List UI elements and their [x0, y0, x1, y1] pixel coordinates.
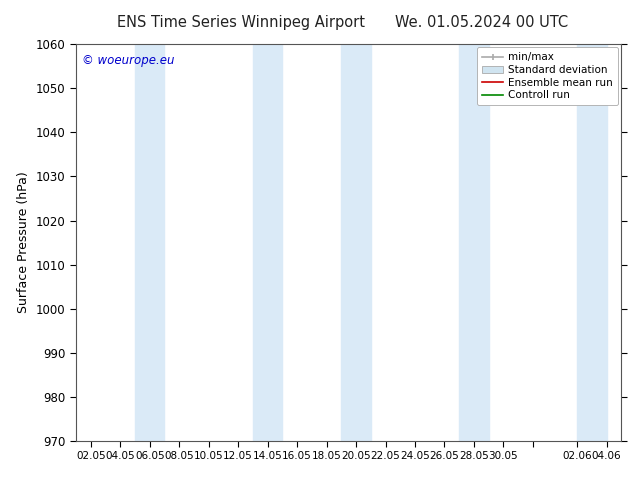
Bar — [577, 44, 607, 441]
Bar — [253, 44, 282, 441]
Text: © woeurope.eu: © woeurope.eu — [82, 54, 174, 67]
Bar — [341, 44, 371, 441]
Text: We. 01.05.2024 00 UTC: We. 01.05.2024 00 UTC — [395, 15, 569, 30]
Bar — [459, 44, 489, 441]
Text: ENS Time Series Winnipeg Airport: ENS Time Series Winnipeg Airport — [117, 15, 365, 30]
Bar — [135, 44, 164, 441]
Legend: min/max, Standard deviation, Ensemble mean run, Controll run: min/max, Standard deviation, Ensemble me… — [477, 47, 618, 105]
Y-axis label: Surface Pressure (hPa): Surface Pressure (hPa) — [17, 172, 30, 314]
